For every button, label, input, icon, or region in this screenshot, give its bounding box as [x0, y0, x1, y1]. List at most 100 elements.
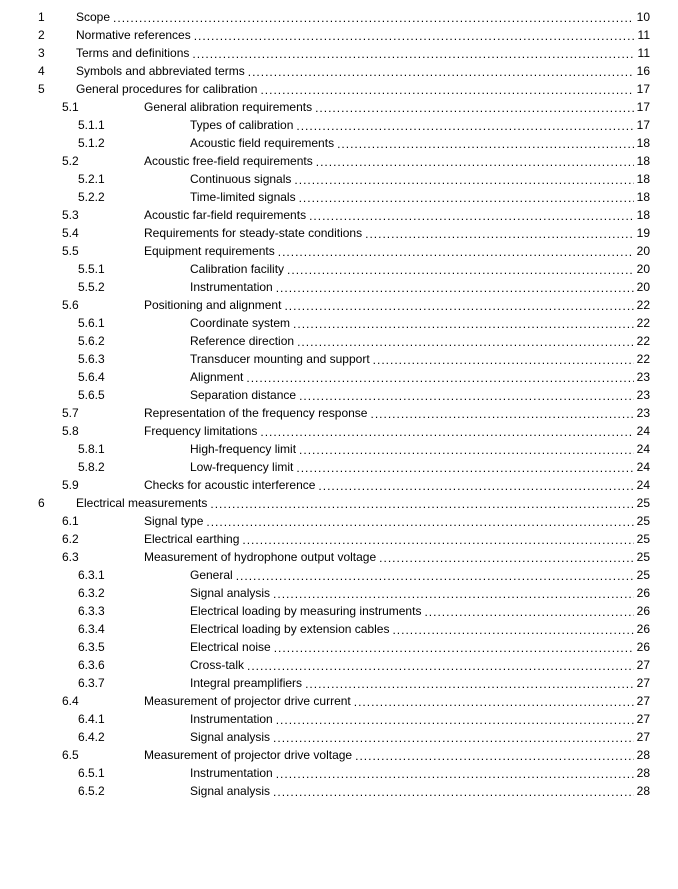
- toc-title: Types of calibration: [190, 116, 293, 134]
- toc-number: 5.6.2: [28, 332, 190, 350]
- toc-title: Alignment: [190, 368, 243, 386]
- toc-number: 5.6.1: [28, 314, 190, 332]
- toc-title: Reference direction: [190, 332, 294, 350]
- toc-entry: 5.4Requirements for steady-state conditi…: [28, 224, 650, 242]
- toc-page-number: 22: [637, 314, 650, 332]
- toc-page-number: 28: [637, 764, 650, 782]
- toc-entry: 6.1Signal type25: [28, 512, 650, 530]
- toc-page-number: 25: [637, 494, 650, 512]
- toc-number: 5.2.2: [28, 188, 190, 206]
- toc-number: 5.2: [28, 152, 144, 170]
- toc-leader-dots: [273, 585, 634, 603]
- toc-page-number: 26: [637, 638, 650, 656]
- toc-entry: 6Electrical measurements25: [28, 494, 650, 512]
- toc-page-number: 16: [637, 62, 650, 80]
- toc-title: Terms and definitions: [76, 44, 189, 62]
- toc-title: Transducer mounting and support: [190, 350, 370, 368]
- toc-entry: 5.8.2Low-frequency limit24: [28, 458, 650, 476]
- toc-leader-dots: [276, 279, 634, 297]
- toc-leader-dots: [316, 153, 634, 171]
- toc-leader-dots: [242, 531, 633, 549]
- toc-leader-dots: [299, 387, 634, 405]
- toc-title: Normative references: [76, 26, 191, 44]
- toc-title: Electrical measurements: [76, 494, 207, 512]
- toc-leader-dots: [392, 621, 633, 639]
- toc-entry: 5.1General alibration requirements17: [28, 98, 650, 116]
- toc-number: 6.3.6: [28, 656, 190, 674]
- toc-entry: 1Scope10: [28, 8, 650, 26]
- toc-page-number: 25: [637, 548, 650, 566]
- toc-entry: 5General procedures for calibration17: [28, 80, 650, 98]
- toc-leader-dots: [309, 207, 634, 225]
- toc-entry: 2Normative references11: [28, 26, 650, 44]
- toc-leader-dots: [260, 423, 633, 441]
- toc-leader-dots: [278, 243, 634, 261]
- toc-page-number: 27: [637, 656, 650, 674]
- toc-number: 6.4: [28, 692, 144, 710]
- toc-page-number: 23: [637, 404, 650, 422]
- toc-leader-dots: [337, 135, 634, 153]
- toc-title: Electrical noise: [190, 638, 271, 656]
- toc-title: Instrumentation: [190, 764, 273, 782]
- toc-number: 5.1.2: [28, 134, 190, 152]
- toc-page-number: 20: [637, 278, 650, 296]
- toc-entry: 6.3.4Electrical loading by extension cab…: [28, 620, 650, 638]
- toc-number: 5.7: [28, 404, 144, 422]
- toc-page-number: 18: [637, 134, 650, 152]
- toc-page-number: 11: [638, 44, 650, 62]
- toc-number: 5.1.1: [28, 116, 190, 134]
- toc-title: Coordinate system: [190, 314, 290, 332]
- toc-leader-dots: [273, 729, 634, 747]
- toc-title: Requirements for steady-state conditions: [144, 224, 362, 242]
- toc-number: 6.3.5: [28, 638, 190, 656]
- toc-entry: 5.8Frequency limitations24: [28, 422, 650, 440]
- toc-number: 5.8: [28, 422, 144, 440]
- toc-number: 5.5.2: [28, 278, 190, 296]
- toc-entry: 5.2Acoustic free-field requirements18: [28, 152, 650, 170]
- toc-leader-dots: [273, 783, 634, 801]
- toc-leader-dots: [293, 315, 634, 333]
- toc-page-number: 11: [638, 26, 650, 44]
- toc-title: Calibration facility: [190, 260, 284, 278]
- toc-entry: 6.3.6Cross-talk27: [28, 656, 650, 674]
- toc-entry: 6.3.1General25: [28, 566, 650, 584]
- toc-title: High-frequency limit: [190, 440, 296, 458]
- toc-number: 5.9: [28, 476, 144, 494]
- toc-title: Signal analysis: [190, 728, 270, 746]
- toc-entry: 6.5.1Instrumentation 28: [28, 764, 650, 782]
- toc-entry: 6.3.5Electrical noise 26: [28, 638, 650, 656]
- toc-number: 6.3.1: [28, 566, 190, 584]
- toc-number: 6.3.7: [28, 674, 190, 692]
- toc-entry: 5.8.1High-frequency limit24: [28, 440, 650, 458]
- toc-leader-dots: [299, 189, 634, 207]
- toc-entry: 5.6.3Transducer mounting and support22: [28, 350, 650, 368]
- toc-page-number: 22: [637, 350, 650, 368]
- toc-page-number: 28: [637, 782, 650, 800]
- toc-title: Signal analysis: [190, 782, 270, 800]
- toc-number: 6.5.1: [28, 764, 190, 782]
- toc-leader-dots: [355, 747, 634, 765]
- toc-page-number: 27: [637, 710, 650, 728]
- toc-leader-dots: [248, 63, 634, 81]
- toc-entry: 5.7Representation of the frequency respo…: [28, 404, 650, 422]
- toc-page-number: 19: [637, 224, 650, 242]
- toc-number: 1: [28, 8, 76, 26]
- toc-number: 6.3.3: [28, 602, 190, 620]
- toc-leader-dots: [365, 225, 634, 243]
- toc-title: Equipment requirements: [144, 242, 275, 260]
- toc-entry: 5.1.2Acoustic field requirements18: [28, 134, 650, 152]
- toc-number: 5.6.4: [28, 368, 190, 386]
- toc-number: 6.5.2: [28, 782, 190, 800]
- toc-page-number: 24: [637, 458, 650, 476]
- toc-entry: 5.6.5Separation distance23: [28, 386, 650, 404]
- toc-page-number: 26: [637, 602, 650, 620]
- toc-entry: 4Symbols and abbreviated terms16: [28, 62, 650, 80]
- toc-page-number: 25: [637, 530, 650, 548]
- toc-leader-dots: [247, 657, 634, 675]
- toc-entry: 5.5Equipment requirements20: [28, 242, 650, 260]
- toc-entry: 6.3.2Signal analysis26: [28, 584, 650, 602]
- toc-number: 4: [28, 62, 76, 80]
- toc-entry: 6.5Measurement of projector drive voltag…: [28, 746, 650, 764]
- toc-entry: 6.5.2Signal analysis 28: [28, 782, 650, 800]
- toc-page-number: 26: [637, 584, 650, 602]
